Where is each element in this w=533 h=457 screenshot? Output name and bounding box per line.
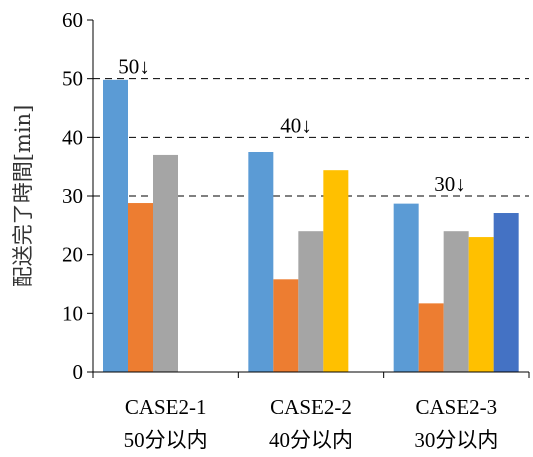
reference-annotation: 40↓ (280, 113, 312, 137)
x-tick-sublabel: 40分以内 (269, 428, 353, 452)
y-tick-label: 10 (62, 301, 83, 325)
y-tick-label: 30 (62, 184, 83, 208)
y-tick-label: 40 (62, 125, 83, 149)
x-tick-label: CASE2-3 (415, 395, 497, 419)
y-tick-label: 0 (73, 360, 84, 384)
bar-cat1-series1 (103, 79, 128, 372)
x-tick-sublabel: 30分以内 (414, 428, 498, 452)
x-tick-sublabel: 50分以内 (124, 428, 208, 452)
bar-cat3-series2 (418, 303, 444, 372)
bar-cat3-series1 (393, 203, 419, 372)
bar-cat2-series4 (323, 170, 349, 372)
y-tick-label: 20 (62, 243, 83, 267)
reference-annotation: 50↓ (118, 55, 150, 79)
bar-cat3-series5 (493, 213, 519, 372)
bar-cat3-series4 (468, 237, 494, 372)
x-tick-label: CASE2-2 (270, 395, 352, 419)
y-tick-label: 50 (62, 67, 83, 91)
annotations: 50↓ 40↓ 30↓ (118, 55, 466, 196)
bar-cat2-series2 (273, 279, 299, 372)
x-tick-label: CASE2-1 (125, 395, 207, 419)
bars (103, 79, 519, 372)
y-axis-label: 配送完了時間[min] (11, 105, 35, 288)
axes: 0 10 20 30 40 50 60 CASE2-1 50分以内 CASE2-2 40分以内 CAS… (62, 8, 530, 452)
bar-cat1-series3 (153, 154, 178, 372)
reference-annotation: 30↓ (434, 172, 466, 196)
bar-cat2-series1 (248, 152, 274, 372)
bar-cat3-series3 (443, 231, 469, 372)
bar-cat1-series2 (128, 203, 153, 372)
y-tick-label: 60 (62, 8, 83, 32)
bar-cat2-series3 (298, 231, 324, 372)
